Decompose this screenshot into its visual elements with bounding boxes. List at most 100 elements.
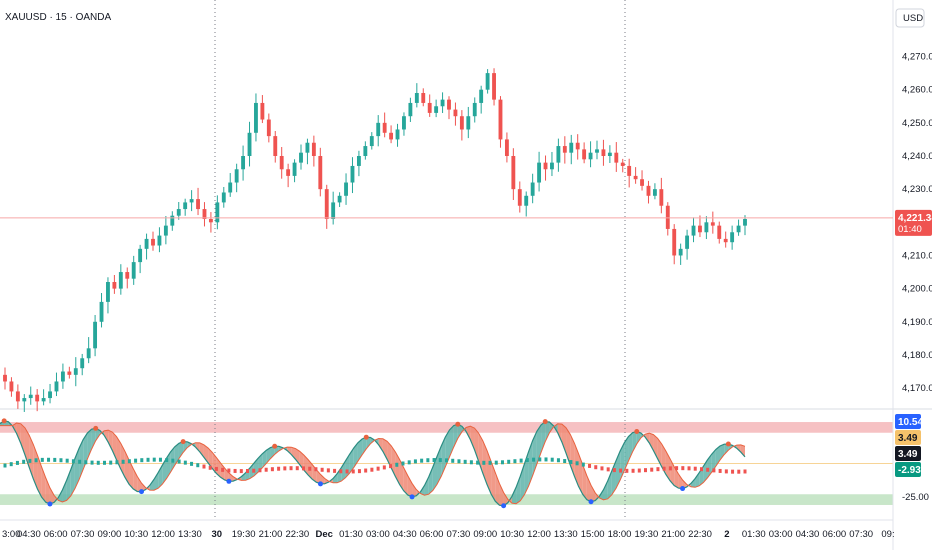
candle-body[interactable]: [234, 169, 239, 183]
candle-body[interactable]: [3, 374, 7, 382]
candle-body[interactable]: [517, 189, 522, 206]
candle-body[interactable]: [537, 162, 542, 183]
candle-body[interactable]: [215, 202, 220, 223]
candle-body[interactable]: [356, 156, 361, 166]
candle-body[interactable]: [556, 146, 561, 163]
price-candles[interactable]: [0, 68, 893, 412]
candle-body[interactable]: [569, 142, 574, 153]
candle-body[interactable]: [35, 394, 40, 402]
candle-body[interactable]: [659, 189, 664, 206]
candle-body[interactable]: [73, 368, 78, 375]
candle-body[interactable]: [717, 225, 722, 239]
candle-body[interactable]: [163, 225, 168, 236]
candle-body[interactable]: [427, 102, 432, 113]
candle-body[interactable]: [202, 209, 207, 219]
candle-body[interactable]: [408, 102, 413, 117]
oscillator-pane[interactable]: [0, 418, 747, 509]
candle-body[interactable]: [112, 282, 117, 289]
candle-body[interactable]: [196, 199, 200, 210]
candle-body[interactable]: [614, 152, 619, 163]
candle-body[interactable]: [254, 102, 258, 133]
candle-body[interactable]: [710, 222, 715, 226]
candle-body[interactable]: [743, 219, 747, 226]
candle-body[interactable]: [550, 162, 554, 170]
candle-body[interactable]: [93, 321, 98, 349]
candle-body[interactable]: [607, 152, 612, 156]
candle-body[interactable]: [704, 222, 709, 233]
candle-body[interactable]: [440, 99, 445, 107]
candle-body[interactable]: [208, 219, 213, 223]
candle-body[interactable]: [350, 165, 355, 183]
candle-body[interactable]: [86, 348, 91, 359]
candle-body[interactable]: [698, 225, 702, 233]
candle-body[interactable]: [318, 156, 323, 190]
candle-body[interactable]: [344, 182, 348, 196]
candle-body[interactable]: [582, 149, 587, 160]
candle-body[interactable]: [363, 146, 368, 156]
candle-body[interactable]: [485, 73, 490, 90]
candle-body[interactable]: [498, 99, 503, 140]
candle-body[interactable]: [15, 391, 20, 402]
candle-body[interactable]: [588, 152, 593, 160]
candle-body[interactable]: [447, 99, 451, 110]
candle-body[interactable]: [730, 232, 735, 243]
candle-body[interactable]: [601, 149, 606, 156]
candle-body[interactable]: [170, 215, 175, 226]
candle-body[interactable]: [524, 195, 529, 206]
candle-body[interactable]: [9, 381, 14, 392]
candle-body[interactable]: [221, 192, 226, 203]
candle-body[interactable]: [472, 102, 477, 117]
candle-body[interactable]: [337, 195, 342, 203]
candle-body[interactable]: [665, 205, 670, 229]
candle-body[interactable]: [530, 182, 535, 196]
candle-body[interactable]: [402, 116, 406, 130]
candle-body[interactable]: [678, 248, 683, 256]
candle-body[interactable]: [685, 235, 690, 249]
candle-body[interactable]: [305, 142, 310, 153]
oscillator-slow-line[interactable]: [0, 422, 746, 505]
candle-body[interactable]: [311, 142, 316, 156]
currency-button-frame[interactable]: [895, 8, 925, 28]
candle-body[interactable]: [459, 116, 464, 130]
candle-body[interactable]: [125, 272, 130, 279]
candle-body[interactable]: [41, 398, 46, 402]
currency-button[interactable]: USD: [903, 13, 923, 24]
candle-body[interactable]: [382, 122, 387, 133]
candle-body[interactable]: [421, 93, 426, 103]
candle-body[interactable]: [106, 282, 110, 302]
candle-body[interactable]: [286, 169, 291, 176]
candle-body[interactable]: [627, 165, 632, 176]
candle-body[interactable]: [67, 371, 72, 375]
candle-body[interactable]: [157, 235, 162, 246]
candle-body[interactable]: [118, 272, 123, 289]
candle-body[interactable]: [466, 116, 471, 130]
candle-body[interactable]: [80, 358, 85, 369]
oscillator-fast-line[interactable]: [0, 420, 746, 507]
candle-body[interactable]: [292, 162, 297, 176]
candle-body[interactable]: [376, 122, 381, 137]
candle-body[interactable]: [28, 394, 33, 399]
candle-body[interactable]: [241, 156, 246, 170]
candle-body[interactable]: [138, 248, 143, 263]
candle-body[interactable]: [266, 119, 271, 137]
candle-body[interactable]: [511, 156, 516, 190]
candle-body[interactable]: [144, 238, 149, 249]
candle-body[interactable]: [189, 199, 194, 203]
candle-body[interactable]: [492, 73, 496, 100]
candle-body[interactable]: [723, 238, 728, 243]
candle-body[interactable]: [389, 132, 394, 140]
candle-body[interactable]: [453, 109, 458, 117]
candle-body[interactable]: [562, 146, 567, 153]
candle-body[interactable]: [60, 371, 65, 382]
candle-body[interactable]: [176, 209, 181, 216]
candle-body[interactable]: [369, 136, 374, 147]
candle-body[interactable]: [672, 228, 677, 256]
candle-body[interactable]: [434, 106, 439, 113]
candle-body[interactable]: [260, 102, 265, 120]
candle-body[interactable]: [640, 179, 644, 186]
candle-body[interactable]: [331, 202, 336, 219]
candle-body[interactable]: [504, 139, 509, 156]
candle-body[interactable]: [691, 225, 696, 236]
candle-body[interactable]: [736, 225, 741, 233]
